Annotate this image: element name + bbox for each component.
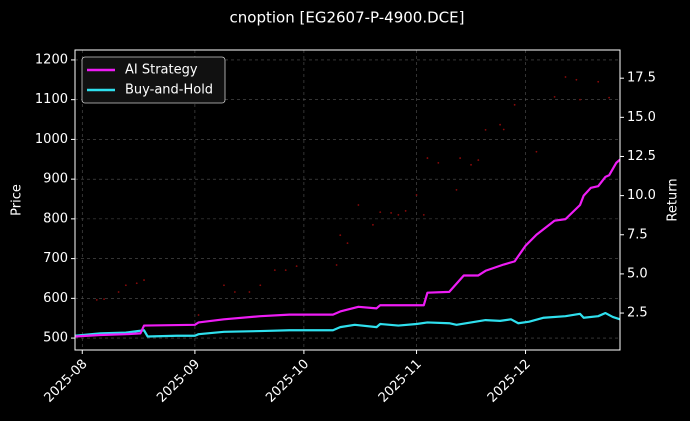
y-tick-label: 1200 [35, 52, 68, 67]
price-point [404, 210, 407, 212]
y2-axis-label: Return [666, 178, 681, 221]
price-point [415, 194, 418, 196]
price-point [273, 269, 276, 272]
plot-frame [74, 49, 621, 351]
price-point [223, 284, 225, 287]
price-point [470, 163, 472, 166]
y-tick-label: 500 [43, 331, 68, 346]
price-point [459, 157, 462, 159]
price-point [103, 298, 105, 301]
price-point [233, 291, 236, 293]
price-point [437, 161, 440, 164]
y2-tick-label: 7.5 [627, 227, 648, 242]
price-point [535, 150, 538, 153]
price-point [295, 265, 298, 268]
y2-tick-label: 17.5 [627, 71, 656, 86]
price-point [575, 78, 578, 81]
price-point [248, 291, 251, 293]
price-point [95, 299, 98, 301]
price-point [553, 95, 556, 98]
price-point [346, 242, 349, 245]
legend-label: AI Strategy [125, 63, 198, 78]
price-point [422, 214, 425, 216]
price-point [502, 128, 505, 131]
y-tick-label: 900 [43, 172, 68, 187]
y2-tick-label: 12.5 [627, 149, 656, 164]
price-point [564, 76, 567, 78]
price-point [339, 234, 342, 237]
price-point [455, 188, 458, 191]
price-point [335, 264, 338, 266]
price-point [426, 157, 429, 159]
price-point [284, 269, 287, 272]
price-point [484, 128, 487, 131]
price-point [390, 212, 392, 214]
price-point [259, 284, 262, 287]
y2-tick-label: 5.0 [627, 266, 648, 281]
y-tick-label: 600 [43, 291, 68, 306]
series-line [74, 311, 621, 338]
price-point [357, 204, 360, 206]
price-point [372, 223, 374, 226]
chart-title: cnoption [EG2607-P-4900.DCE] [230, 9, 465, 27]
price-point [124, 284, 127, 287]
y-tick-label: 1100 [35, 92, 68, 107]
price-point [397, 214, 400, 216]
legend-label: Buy-and-Hold [125, 83, 213, 98]
y-tick-label: 700 [43, 251, 68, 266]
price-point [477, 159, 480, 161]
legend-box [81, 56, 226, 104]
price-point [597, 80, 600, 83]
price-point [197, 314, 200, 316]
price-point [379, 211, 382, 214]
y2-tick-label: 2.5 [627, 306, 648, 321]
price-point [608, 96, 610, 99]
price-point [143, 279, 145, 281]
y-tick-label: 1000 [35, 132, 68, 147]
price-point [117, 291, 120, 293]
price-point [135, 282, 138, 285]
y-tick-label: 800 [43, 211, 68, 226]
price-point [513, 103, 516, 106]
y2-tick-label: 15.0 [627, 110, 656, 125]
series-line [74, 158, 621, 338]
y-axis-label: Price [10, 184, 25, 216]
y2-tick-label: 10.0 [627, 188, 656, 203]
price-point [499, 123, 501, 126]
price-point [579, 98, 581, 101]
